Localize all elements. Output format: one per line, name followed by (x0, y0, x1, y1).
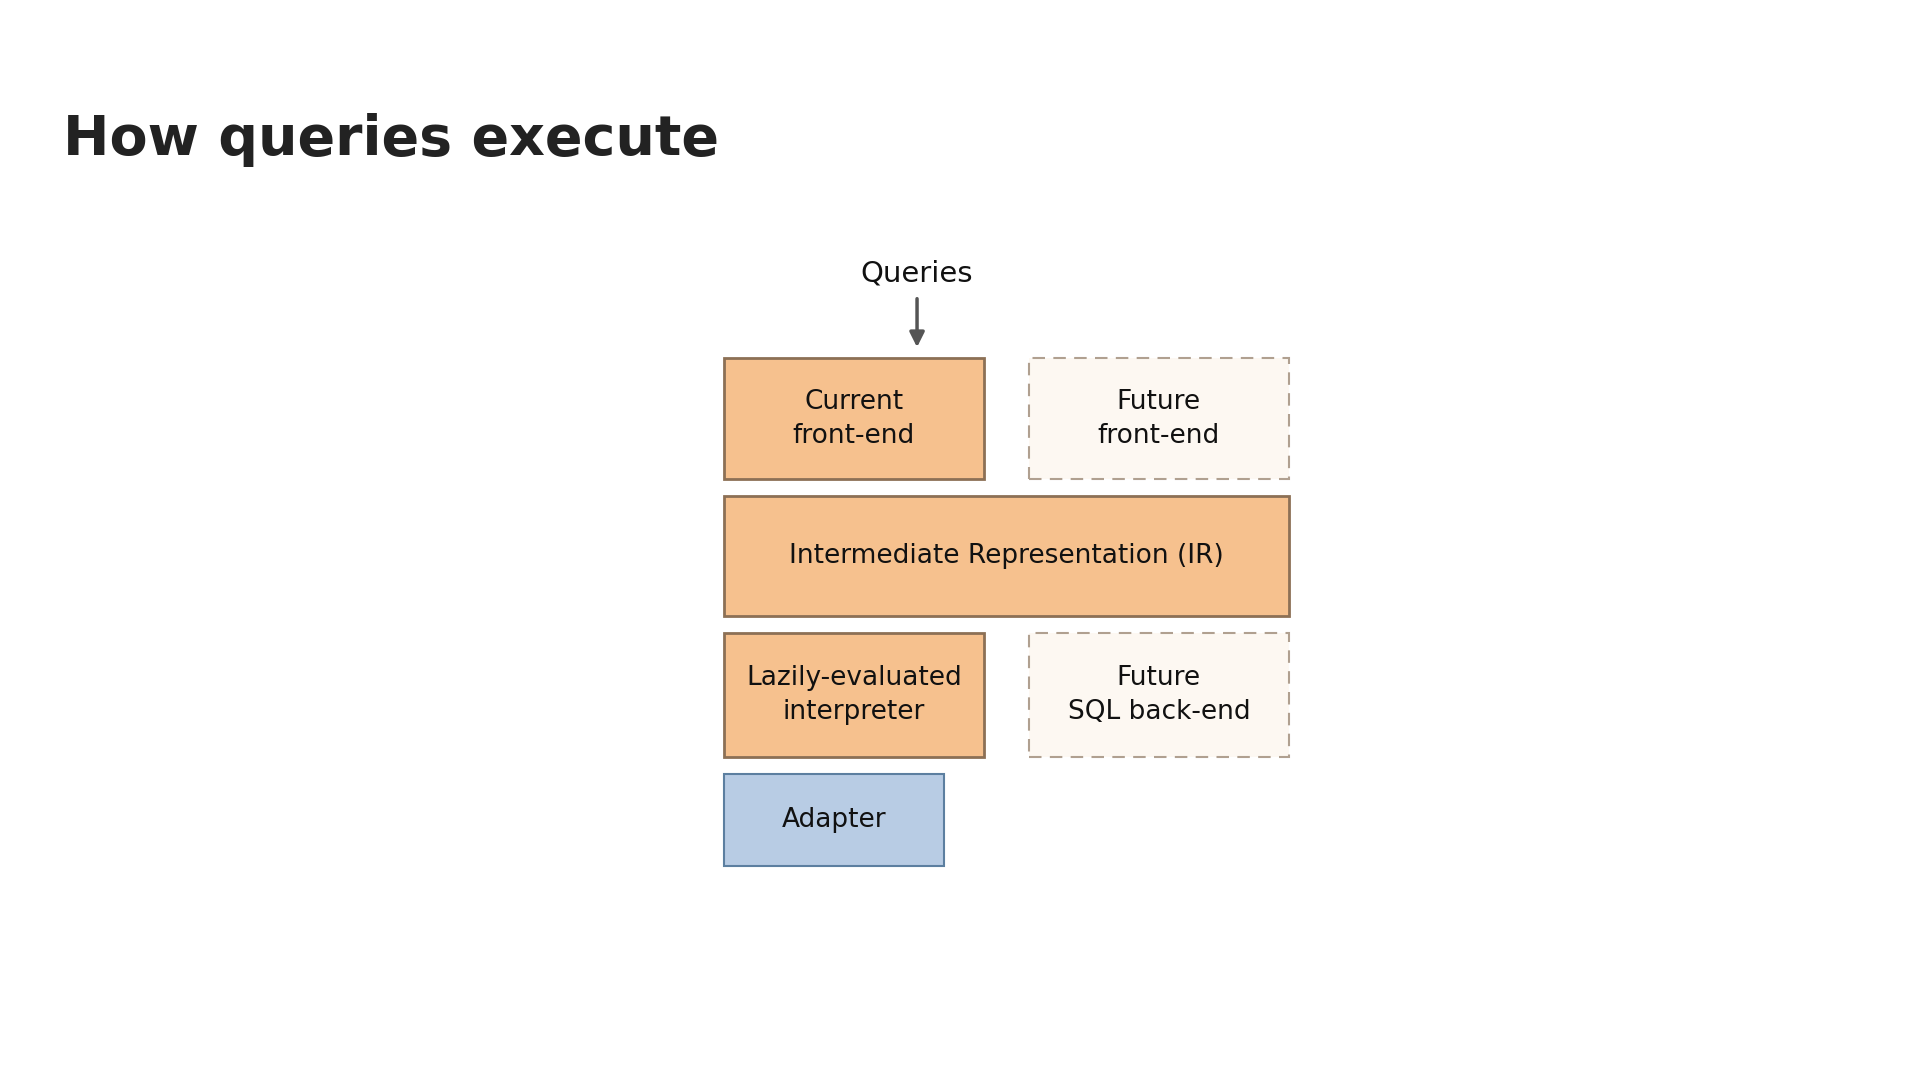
FancyBboxPatch shape (724, 496, 1288, 616)
Text: How queries execute: How queries execute (63, 113, 720, 167)
FancyBboxPatch shape (724, 633, 983, 757)
Text: Intermediate Representation (IR): Intermediate Representation (IR) (789, 543, 1223, 569)
FancyBboxPatch shape (724, 774, 945, 865)
FancyBboxPatch shape (1029, 633, 1288, 757)
Text: Lazily-evaluated
interpreter: Lazily-evaluated interpreter (747, 665, 962, 725)
Text: Adapter: Adapter (781, 807, 885, 833)
Text: Queries: Queries (860, 259, 973, 287)
Text: Current
front-end: Current front-end (793, 389, 916, 448)
FancyBboxPatch shape (1029, 359, 1288, 478)
Text: Future
SQL back-end: Future SQL back-end (1068, 665, 1250, 725)
Text: Future
front-end: Future front-end (1098, 389, 1219, 448)
FancyBboxPatch shape (724, 359, 983, 478)
